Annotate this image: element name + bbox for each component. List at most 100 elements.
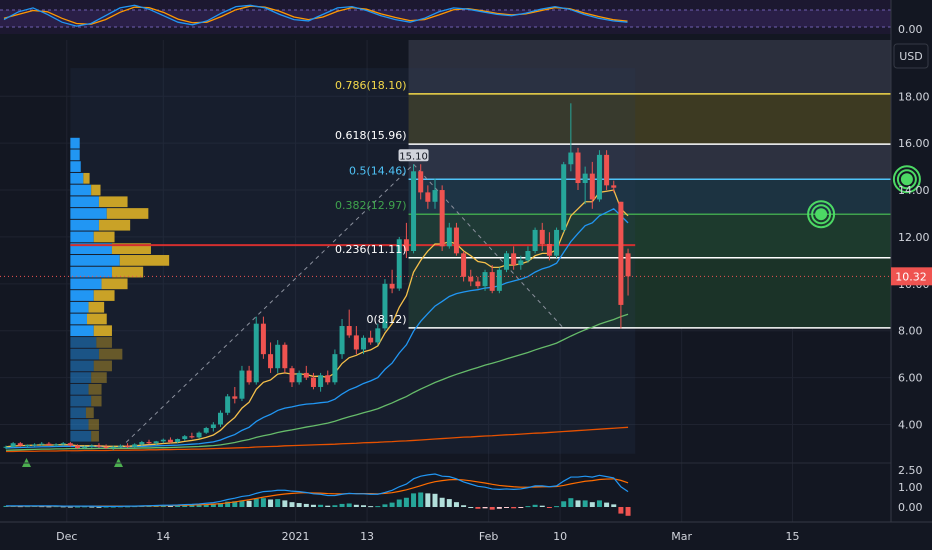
time-axis[interactable]: Dec 14 2021 13 Feb 10 Mar 15	[0, 521, 932, 543]
moving-averages	[5, 189, 629, 453]
profile-down-bar	[93, 231, 115, 243]
candle-body	[275, 344, 281, 369]
macd-histogram-bar	[361, 505, 366, 507]
candle-body	[24, 445, 30, 447]
macd-histogram-bar	[310, 504, 316, 507]
profile-up-bar	[70, 137, 80, 149]
candle-body	[232, 396, 238, 399]
profile-down-bar	[93, 290, 115, 301]
macd-histogram-bar	[253, 498, 259, 507]
macd-histogram-bar	[125, 506, 131, 508]
macd-histogram-bar	[496, 507, 502, 509]
profile-up-bar	[70, 149, 80, 161]
candle-body	[403, 239, 409, 251]
macd-histogram-bar	[489, 507, 495, 510]
candle-body	[89, 445, 95, 447]
macd-histogram-bar	[539, 505, 545, 507]
candle-body	[318, 375, 324, 387]
price-tick-label: 16.00	[898, 137, 930, 150]
macd-histogram-bar	[475, 507, 481, 509]
profile-down-bar	[86, 313, 107, 325]
candle-body	[611, 185, 617, 188]
candle-body	[361, 337, 366, 350]
candle-body	[532, 229, 538, 251]
candle-body	[439, 190, 445, 247]
oscillator-lines	[3, 4, 628, 27]
macd-histogram-bar	[525, 506, 531, 508]
profile-down-bar	[88, 383, 102, 395]
profile-up-bar	[70, 419, 89, 430]
fib-level-label: 0.786(18.10)	[335, 79, 407, 92]
profile-down-bar	[93, 325, 112, 337]
last-price-label: 10.32	[895, 270, 927, 283]
candle-body	[339, 326, 345, 355]
macd-histogram-bar	[182, 505, 188, 507]
candle-body	[353, 335, 359, 350]
candle-body	[303, 372, 309, 378]
macd-histogram-bar	[282, 500, 288, 507]
fib-zone	[408, 179, 891, 215]
candle-body	[604, 154, 610, 186]
profile-up-bar	[70, 313, 87, 325]
candle-body	[75, 445, 80, 448]
macd-histogram-bar	[232, 501, 238, 507]
macd-series	[3, 473, 631, 516]
profile-up-bar	[70, 219, 99, 231]
macd-histogram-bar	[589, 502, 595, 507]
candle-body	[346, 326, 352, 336]
currency-badge[interactable]	[893, 43, 929, 69]
candle-body	[375, 328, 381, 343]
macd-histogram-bar	[368, 506, 374, 508]
profile-up-bar	[70, 231, 94, 243]
time-tick-label: Feb	[479, 530, 498, 543]
candle-body	[575, 152, 581, 184]
target-icon	[811, 204, 832, 225]
target-icon	[900, 173, 913, 186]
macd-histogram-bar	[582, 500, 588, 507]
candle-body	[153, 441, 159, 444]
candle-body	[411, 171, 417, 251]
profile-down-bar	[98, 219, 131, 231]
macd-histogram-bar	[511, 507, 517, 509]
macd-histogram-bar	[167, 505, 173, 507]
profile-up-bar	[70, 184, 92, 196]
profile-down-bar	[98, 196, 128, 208]
candle-body	[60, 443, 66, 445]
macd-histogram-bar	[196, 504, 202, 507]
fib-level-label: 0.382(12.97)	[335, 199, 407, 212]
candle-body	[39, 443, 45, 445]
fib-zone	[408, 257, 891, 328]
macd-tick-label: 0.00	[898, 501, 923, 514]
peak-label-box	[398, 149, 429, 162]
candle-body	[310, 377, 316, 387]
macd-histogram-bar	[60, 506, 66, 508]
macd-histogram-bar	[425, 493, 431, 507]
candle-body	[475, 281, 481, 287]
macd-pane	[0, 462, 891, 516]
candle-body	[96, 445, 102, 447]
peak-label: 15.10	[398, 149, 429, 162]
profile-down-bar	[93, 360, 112, 372]
candle-body	[182, 436, 188, 440]
macd-histogram-bar	[375, 506, 381, 508]
macd-histogram-bar	[575, 500, 581, 507]
profile-up-bar	[70, 290, 94, 301]
candle-body	[561, 164, 567, 230]
price-tick-label: 4.00	[898, 418, 923, 431]
profile-down-bar	[91, 372, 107, 383]
profile-down-bar	[91, 184, 101, 196]
profile-up-bar	[70, 407, 86, 419]
macd-histogram-bar	[225, 501, 231, 507]
candle-body	[625, 253, 631, 277]
macd-histogram-bar	[325, 505, 331, 507]
price-tick-label: 6.00	[898, 372, 923, 385]
macd-histogram-bar	[210, 503, 216, 507]
price-axis[interactable]: USD 18.0016.0014.0012.0010.008.006.004.0…	[0, 0, 932, 522]
macd-histogram-bar	[396, 499, 402, 507]
candle-body	[296, 372, 302, 383]
macd-histogram-bar	[75, 506, 80, 508]
macd-line	[6, 473, 629, 507]
candle-body	[196, 432, 202, 438]
macd-histogram-bar	[611, 504, 617, 507]
last-price-badge	[891, 267, 932, 286]
